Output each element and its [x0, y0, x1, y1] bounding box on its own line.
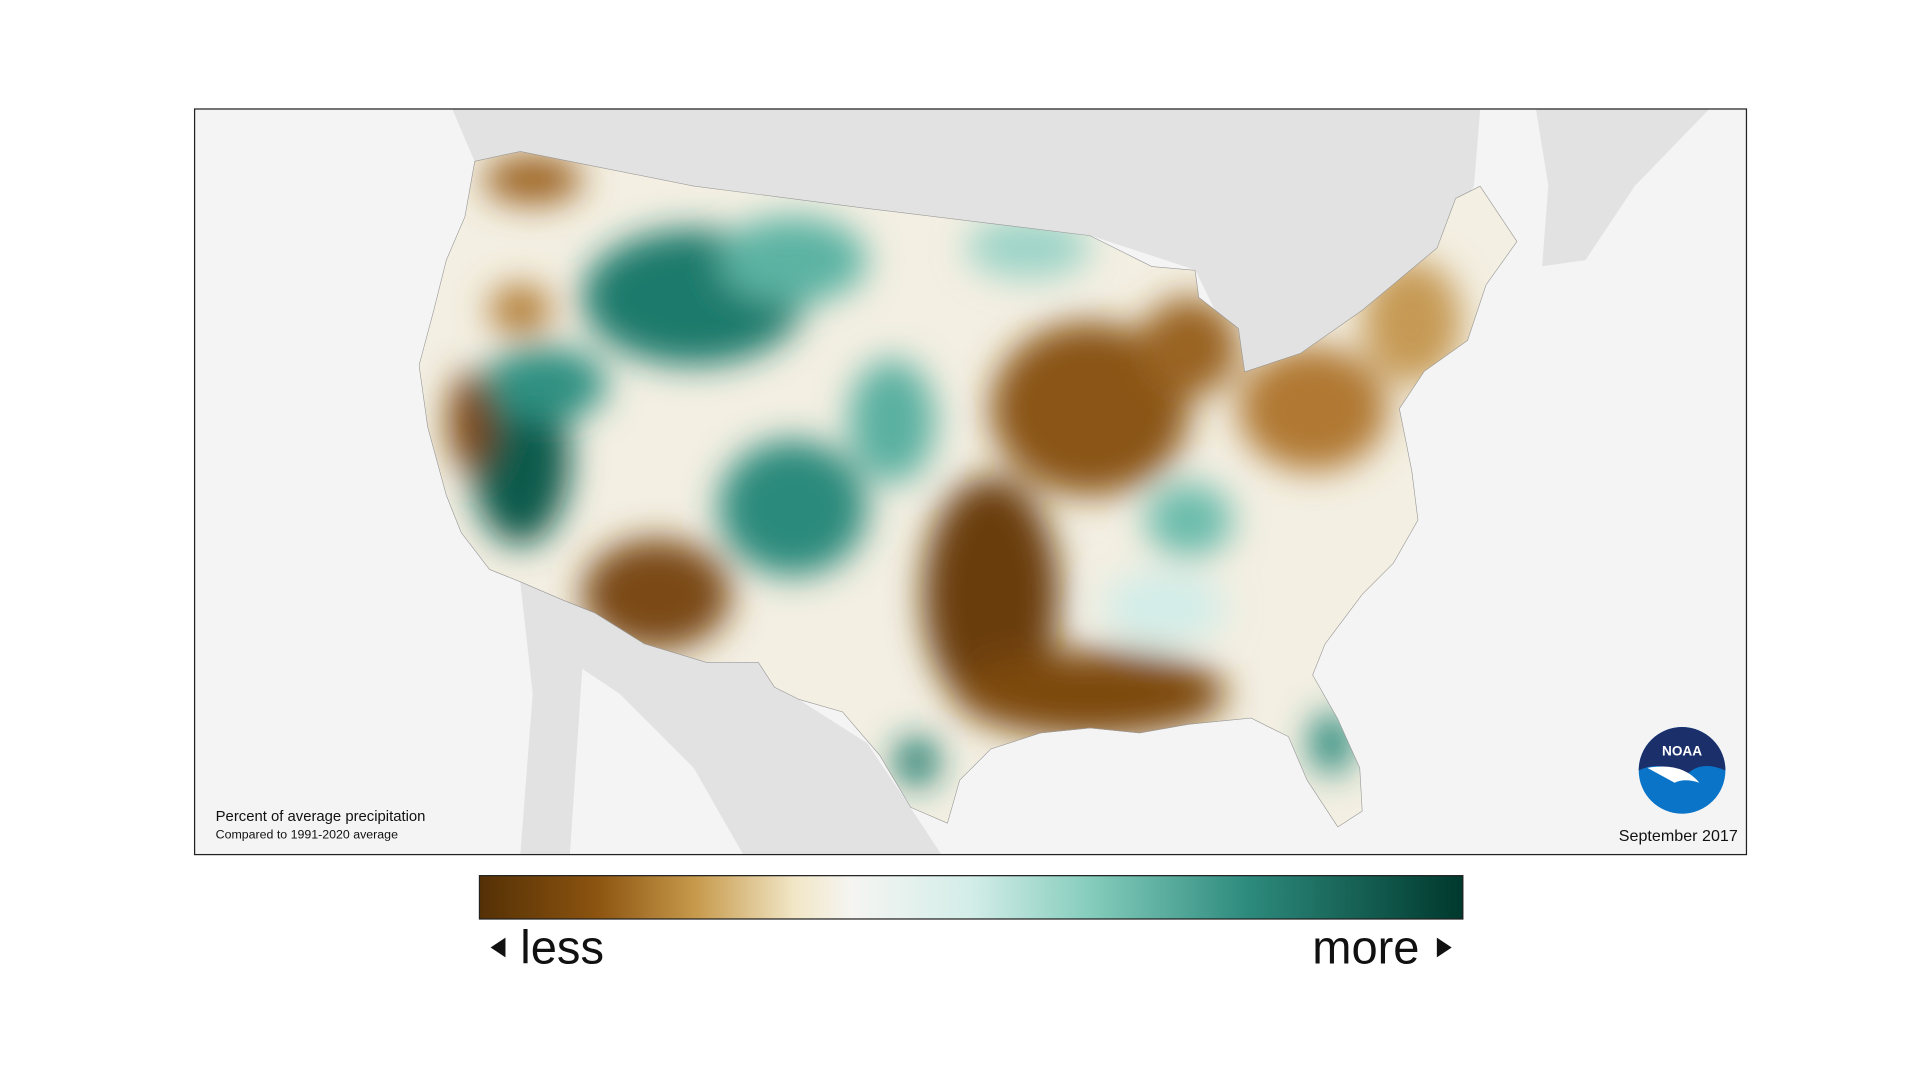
legend-more: more: [1312, 921, 1419, 974]
legend-bar: [478, 875, 1464, 920]
precip-field: [418, 151, 1518, 828]
noaa-logo: NOAA: [1638, 727, 1726, 814]
map-frame: [193, 108, 1748, 856]
map-caption: Percent of average precipitation: [216, 809, 426, 825]
canada-east: [1535, 108, 1710, 267]
map-area: [194, 108, 1747, 855]
map-subcaption: Compared to 1991-2020 average: [216, 827, 398, 841]
legend-less: less: [520, 921, 604, 974]
canada: [452, 108, 1481, 372]
logo-text: NOAA: [1662, 744, 1702, 759]
mexico: [520, 582, 942, 855]
map-date: September 2017: [1619, 827, 1738, 845]
less-arrow: [490, 937, 506, 958]
more-arrow: [1436, 937, 1452, 958]
